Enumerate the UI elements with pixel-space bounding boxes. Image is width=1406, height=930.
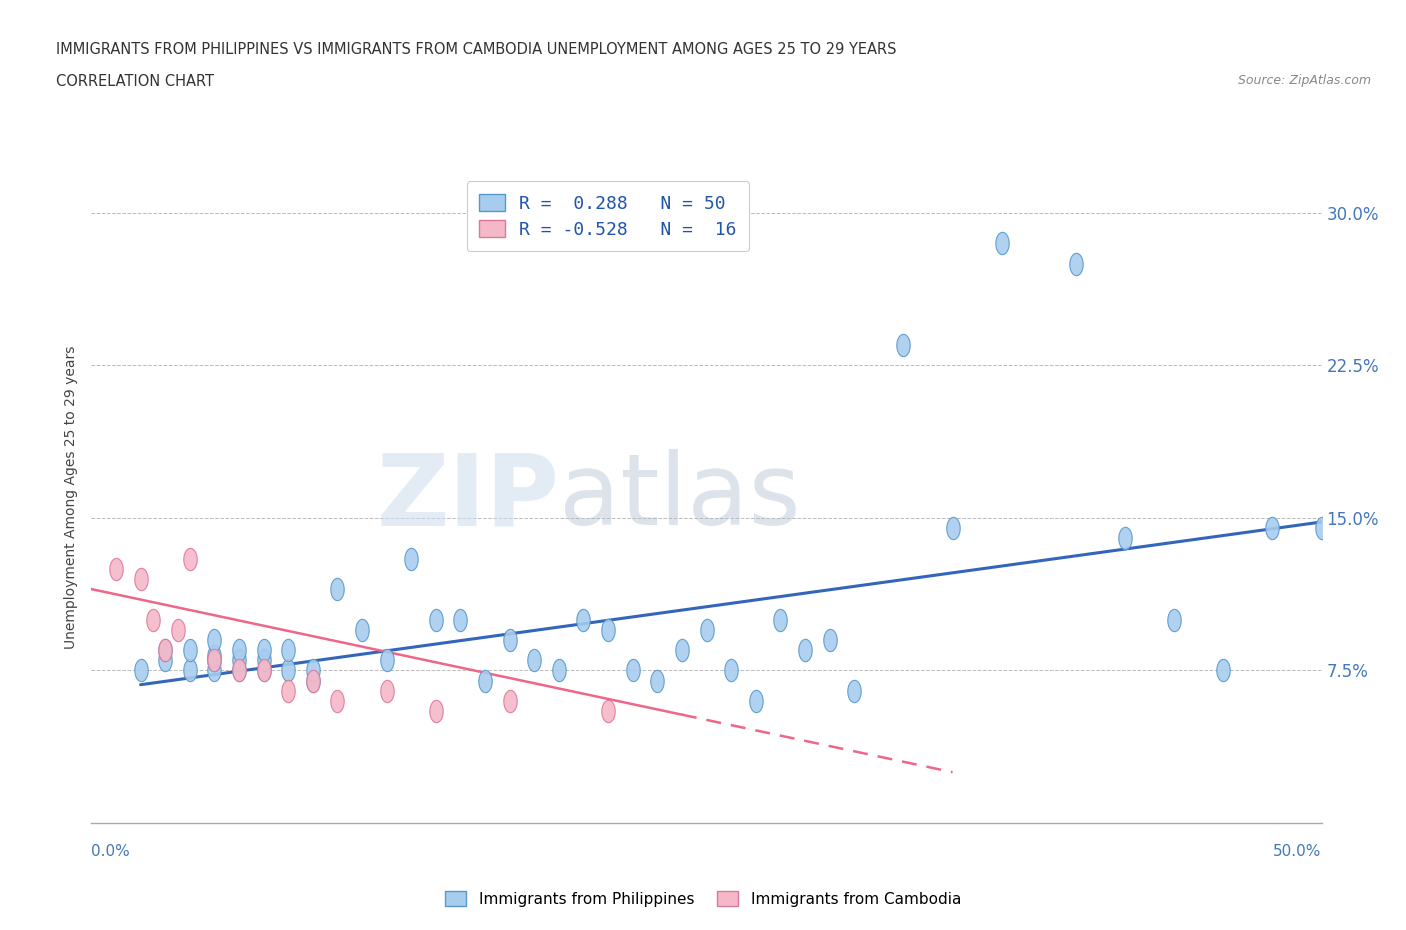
Point [547,663,569,678]
Point [228,663,250,678]
Point [498,694,520,709]
Point [301,673,323,688]
Point [253,643,276,658]
Text: ZIP: ZIP [375,449,558,546]
Text: 50.0%: 50.0% [1274,844,1322,859]
Point [277,643,299,658]
Point [277,684,299,698]
Point [793,643,815,658]
Text: 0.0%: 0.0% [91,844,131,859]
Point [498,632,520,647]
Point [142,612,165,627]
Point [129,572,152,587]
Point [301,663,323,678]
Point [941,521,963,536]
Point [326,694,349,709]
Point [253,653,276,668]
Point [166,622,188,637]
Point [1212,663,1234,678]
Text: CORRELATION CHART: CORRELATION CHART [56,74,214,89]
Point [449,612,471,627]
Point [842,684,865,698]
Point [202,649,225,664]
Point [596,622,619,637]
Point [179,551,201,566]
Point [228,653,250,668]
Point [596,704,619,719]
Point [1064,256,1087,271]
Point [523,653,546,668]
Point [228,663,250,678]
Point [301,673,323,688]
Point [153,653,177,668]
Point [1310,521,1333,536]
Point [1114,531,1136,546]
Point [352,622,374,637]
Point [621,663,644,678]
Point [228,643,250,658]
Point [153,643,177,658]
Point [399,551,422,566]
Point [202,663,225,678]
Text: atlas: atlas [558,449,800,546]
Y-axis label: Unemployment Among Ages 25 to 29 years: Unemployment Among Ages 25 to 29 years [65,346,79,649]
Point [990,236,1012,251]
Point [425,704,447,719]
Point [474,673,496,688]
Point [720,663,742,678]
Text: Source: ZipAtlas.com: Source: ZipAtlas.com [1237,74,1371,87]
Point [818,632,841,647]
Point [375,653,398,668]
Point [179,643,201,658]
Point [425,612,447,627]
Point [253,663,276,678]
Legend: Immigrants from Philippines, Immigrants from Cambodia: Immigrants from Philippines, Immigrants … [439,885,967,913]
Point [153,643,177,658]
Point [891,338,914,352]
Point [1163,612,1185,627]
Point [671,643,693,658]
Point [326,581,349,596]
Point [695,622,717,637]
Point [105,562,127,577]
Point [745,694,768,709]
Point [129,663,152,678]
Legend: R =  0.288   N = 50, R = -0.528   N =  16: R = 0.288 N = 50, R = -0.528 N = 16 [467,181,749,251]
Point [1261,521,1284,536]
Text: IMMIGRANTS FROM PHILIPPINES VS IMMIGRANTS FROM CAMBODIA UNEMPLOYMENT AMONG AGES : IMMIGRANTS FROM PHILIPPINES VS IMMIGRANT… [56,42,897,57]
Point [769,612,792,627]
Point [202,632,225,647]
Point [277,663,299,678]
Point [645,673,669,688]
Point [375,684,398,698]
Point [179,663,201,678]
Point [202,653,225,668]
Point [202,653,225,668]
Point [253,663,276,678]
Point [572,612,595,627]
